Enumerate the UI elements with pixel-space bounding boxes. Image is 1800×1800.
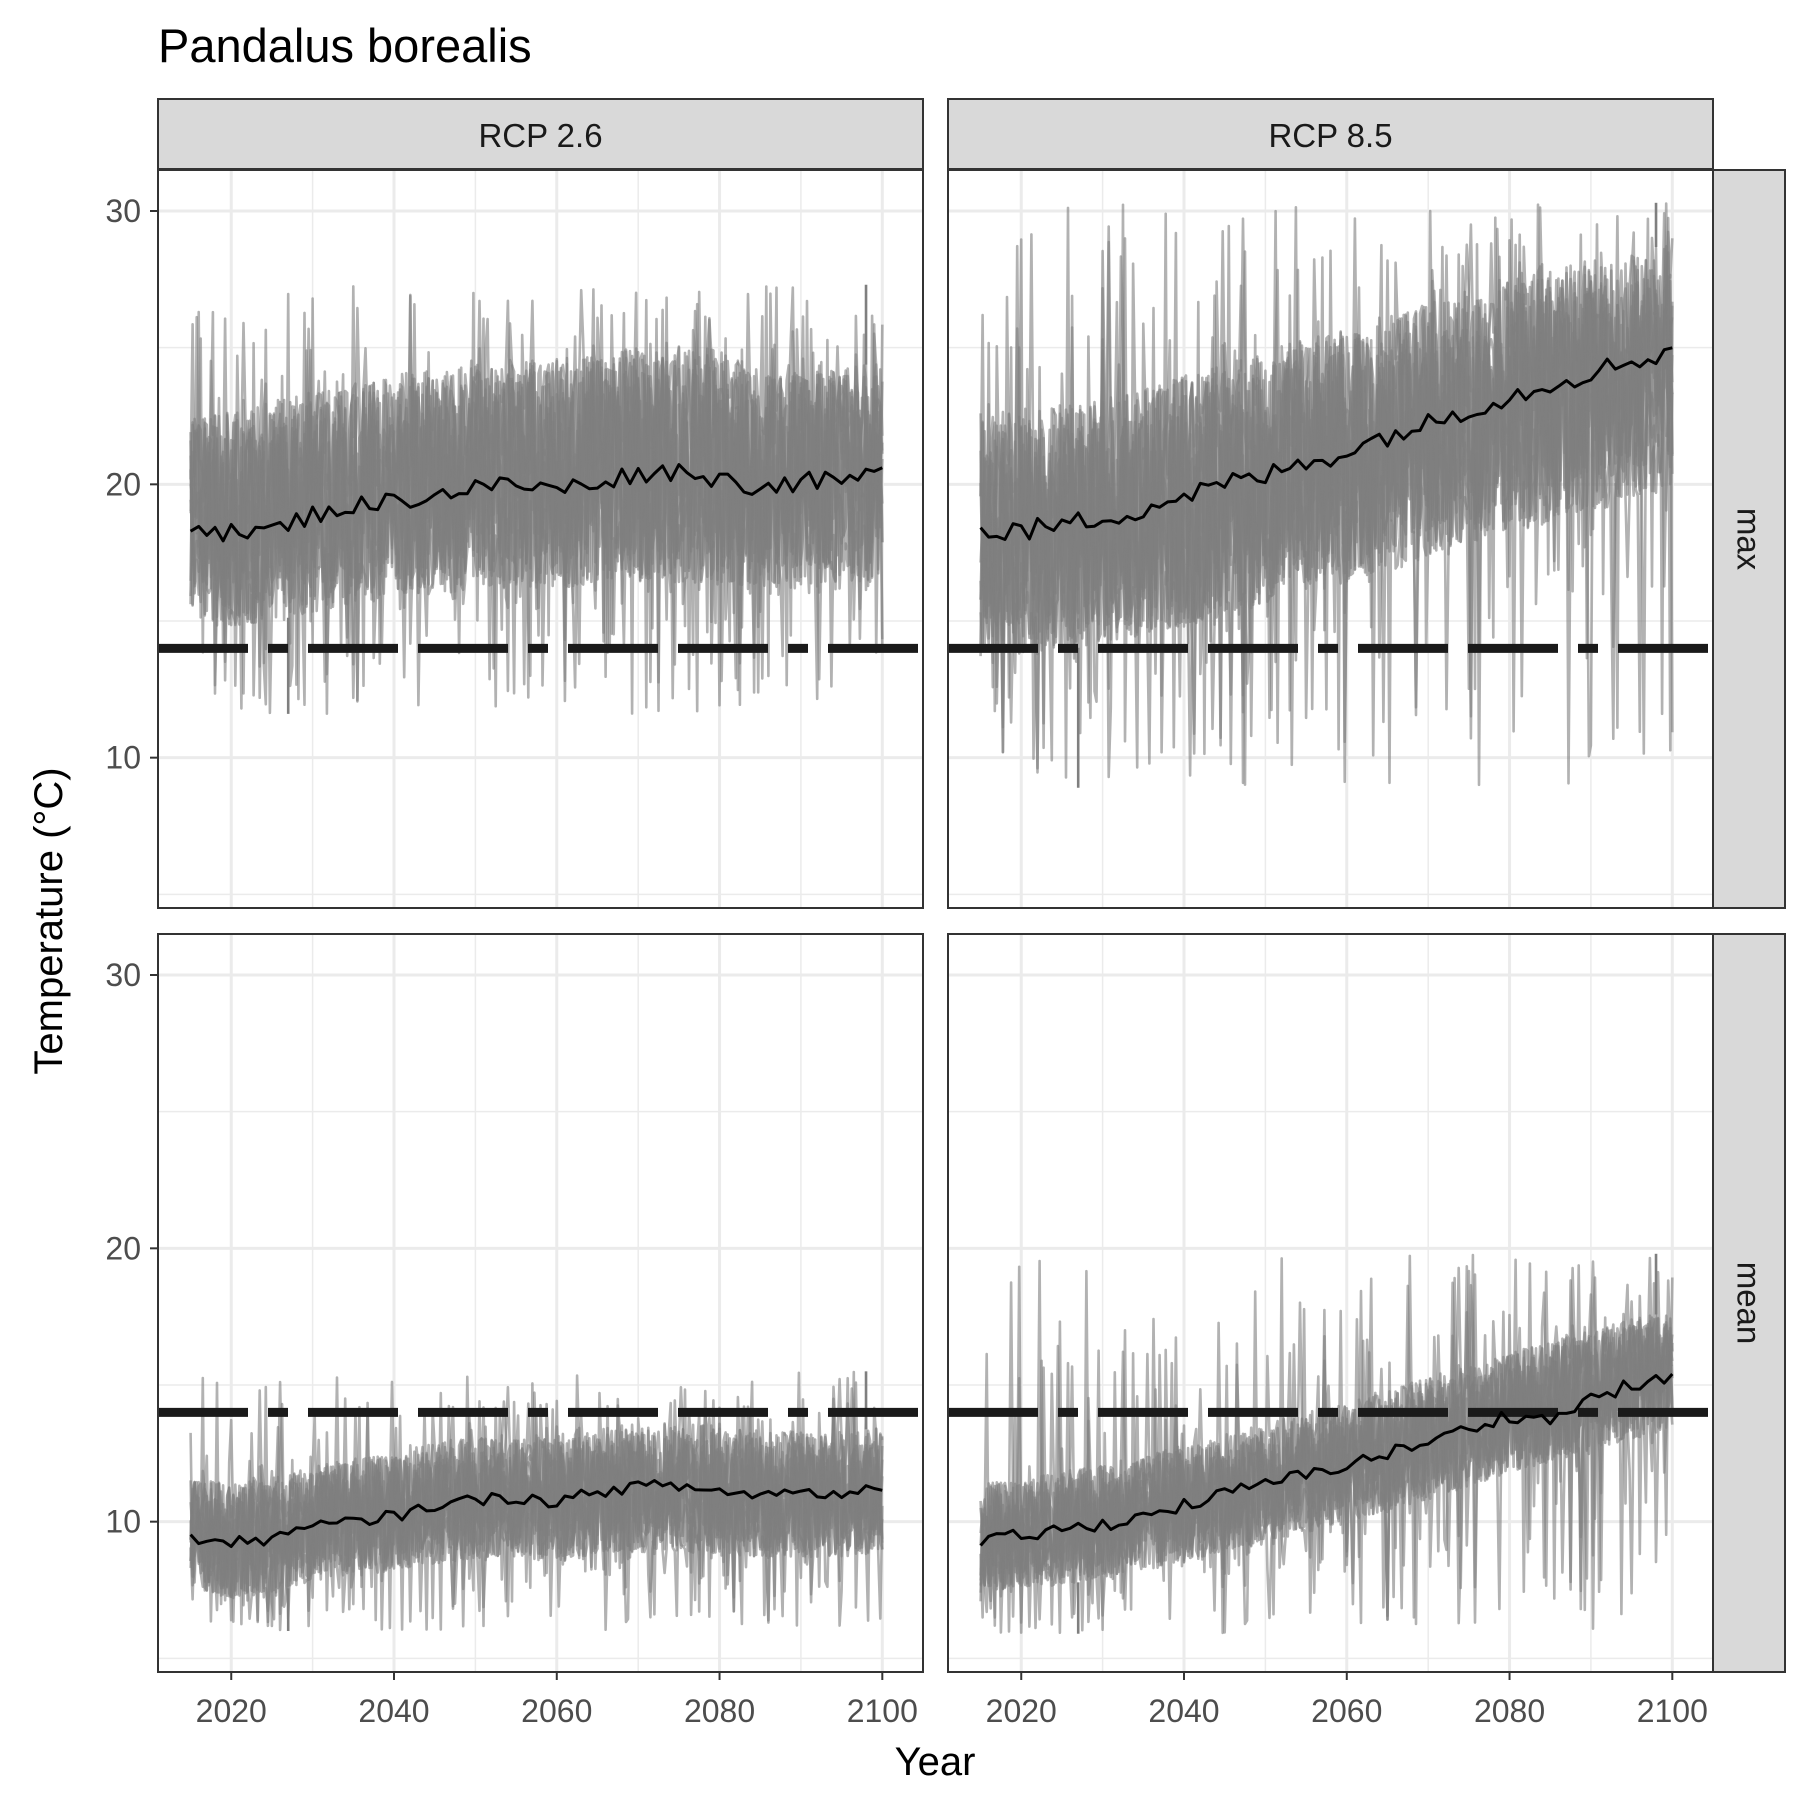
x-axis-title: Year xyxy=(895,1740,976,1784)
x-tick-label: 2100 xyxy=(847,1693,918,1729)
mean-line-rcp-8-5-mean xyxy=(979,1373,1674,1547)
y-tick-label: 10 xyxy=(105,1504,141,1540)
mean-line-rcp-2-6-mean xyxy=(189,1479,883,1548)
x-tick-label: 2100 xyxy=(1637,1693,1708,1729)
strip-label-mean: mean xyxy=(1731,1262,1768,1345)
x-tick-label: 2080 xyxy=(1474,1693,1545,1729)
panel-border-rcp-2-6-max xyxy=(157,169,924,909)
strip-row-2 xyxy=(1712,933,1786,1673)
ensemble-rcp-2-6-mean xyxy=(189,1370,884,1632)
panels-layer xyxy=(150,169,1714,1680)
x-tick-label: 2020 xyxy=(986,1693,1057,1729)
ensemble-line xyxy=(979,202,1674,767)
y-tick-label: 10 xyxy=(105,740,141,776)
strip-label-max: max xyxy=(1731,508,1768,571)
y-axis-title: Temperature (°C) xyxy=(27,767,71,1074)
ensemble-rcp-2-6-max xyxy=(189,284,884,715)
chart-title: Pandalus borealis xyxy=(158,19,532,72)
x-axis-ticks: 2020 2040 2060 2080 2100 2020 2040 2060 2080 2100 xyxy=(196,1693,1708,1729)
strip-row-1 xyxy=(1712,169,1786,909)
y-tick-label: 30 xyxy=(105,193,141,229)
panel-border-rcp-8-5-max xyxy=(947,169,1714,909)
x-tick-label: 2020 xyxy=(196,1693,267,1729)
strip-label-rcp26: RCP 2.6 xyxy=(478,117,602,154)
y-axis-ticks: 10 20 30 10 20 30 xyxy=(105,193,141,1540)
strip-label-rcp85: RCP 8.5 xyxy=(1268,117,1392,154)
ensemble-line xyxy=(189,291,884,713)
panel-rcp-8-5-mean xyxy=(947,933,1714,1680)
ensemble-line xyxy=(189,1374,884,1618)
x-tick-label: 2040 xyxy=(1148,1693,1219,1729)
panel-rcp-2-6-mean xyxy=(150,933,924,1680)
panel-rcp-8-5-max xyxy=(947,169,1714,909)
mean-line-rcp-2-6-max xyxy=(189,463,883,543)
x-tick-label: 2080 xyxy=(684,1693,755,1729)
y-tick-label: 20 xyxy=(105,1230,141,1266)
mean-line-rcp-8-5-max xyxy=(979,346,1673,541)
x-tick-label: 2060 xyxy=(1311,1693,1382,1729)
ensemble-rcp-8-5-max xyxy=(979,202,1674,788)
panel-rcp-2-6-max xyxy=(150,169,924,909)
ensemble-line xyxy=(189,1371,884,1622)
y-tick-label: 20 xyxy=(105,466,141,502)
x-tick-label: 2060 xyxy=(521,1693,592,1729)
y-tick-label: 30 xyxy=(105,957,141,993)
panel-border-rcp-8-5-mean xyxy=(947,933,1714,1673)
x-tick-label: 2040 xyxy=(358,1693,429,1729)
strip-column-1 xyxy=(157,98,924,170)
panel-border-rcp-2-6-mean xyxy=(157,933,924,1673)
strip-column-2 xyxy=(947,98,1714,170)
ensemble-line xyxy=(979,1258,1674,1634)
